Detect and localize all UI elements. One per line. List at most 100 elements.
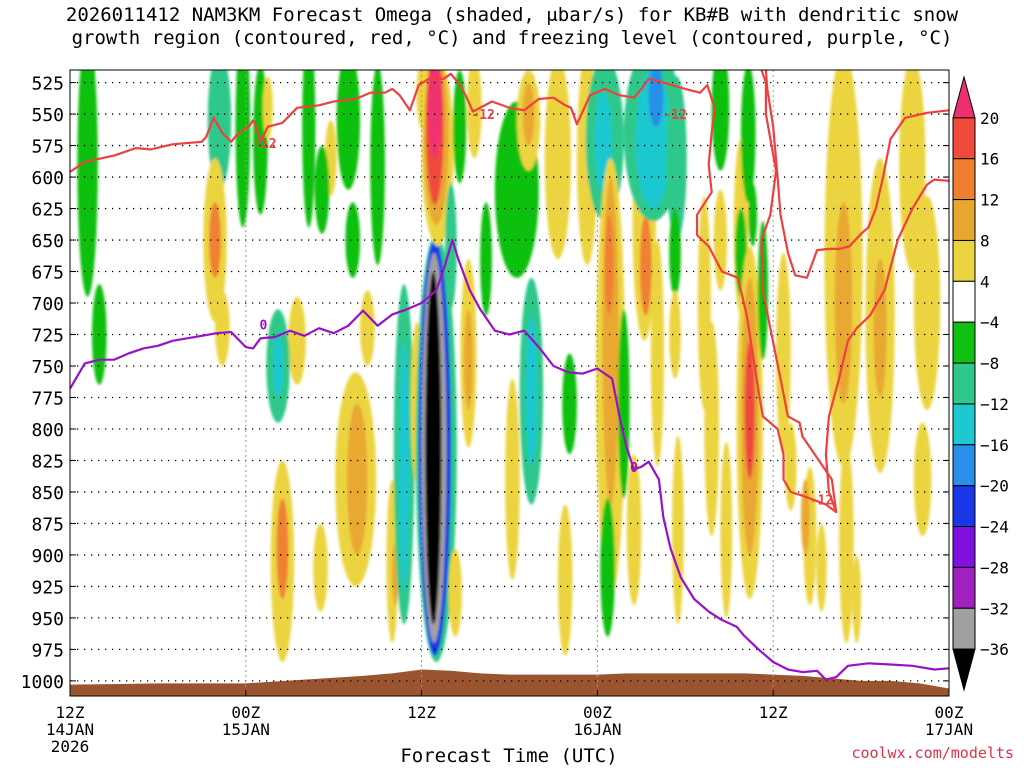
terrain-area <box>70 669 949 696</box>
credit-text: coolwx.com/modelts <box>851 744 1014 762</box>
x-axis-label: Forecast Time (UTC) <box>400 745 617 767</box>
y-tick-label-625: 625 <box>31 200 64 221</box>
y-tick-label-700: 700 <box>31 294 64 315</box>
colorbar-swatch-13 <box>952 607 976 650</box>
colorbar-label-1: 16 <box>980 150 999 169</box>
x-tick-label-48-0: 12Z <box>759 703 788 722</box>
x-tick-label-12-1: 15JAN <box>222 720 270 739</box>
y-tick-label-550: 550 <box>31 105 64 126</box>
omega-cell-75 <box>711 70 730 171</box>
colorbar-swatch-8 <box>952 403 976 446</box>
omega-cell-51 <box>544 70 572 259</box>
x-tick-label-60-1: 17JAN <box>925 720 973 739</box>
omega-cell-98 <box>913 195 941 411</box>
omega-cell-68 <box>650 240 665 467</box>
colorbar-swatch-3 <box>952 199 976 241</box>
omega-cell-52 <box>562 353 577 455</box>
colorbar-swatch-10 <box>952 485 976 528</box>
omega-cell-22 <box>360 290 375 366</box>
omega-cell-41 <box>467 70 482 159</box>
omega-cell-11 <box>276 498 289 600</box>
omega-cell-92 <box>834 202 853 404</box>
dendritic-contour-0 <box>70 70 838 514</box>
omega-cell-84 <box>748 183 758 247</box>
omega-cell-64 <box>639 214 652 316</box>
colorbar-swatch-11 <box>952 526 976 568</box>
colorbar-swatch-2 <box>952 158 976 201</box>
omega-cell-19 <box>346 403 368 555</box>
y-tick-label-600: 600 <box>31 168 64 189</box>
omega-cell-60 <box>617 309 630 499</box>
omega-cell-71 <box>669 290 681 379</box>
omega-cell-8 <box>262 76 273 140</box>
colorbar-label-3: 8 <box>980 231 990 250</box>
x-tick-label-36-0: 00Z <box>583 703 612 722</box>
dendritic-contour-1 <box>764 70 949 279</box>
omega-cell-27 <box>398 340 410 593</box>
omega-cell-23 <box>370 70 385 266</box>
colorbar-label-0: 20 <box>980 109 999 128</box>
y-tick-label-775: 775 <box>31 388 64 409</box>
colorbar-swatch-4 <box>952 239 976 282</box>
colorbar-label-6: −8 <box>980 354 999 373</box>
omega-cell-20 <box>336 70 361 190</box>
colorbar-label-7: −12 <box>980 395 1009 414</box>
dendritic-contour-2 <box>824 178 949 513</box>
y-tick-label-525: 525 <box>31 74 64 95</box>
omega-cell-43 <box>453 70 467 184</box>
omega-cell-0 <box>77 70 98 297</box>
y-tick-label-575: 575 <box>31 137 64 158</box>
plot-frame <box>69 69 950 697</box>
colorbar-swatch-12 <box>952 566 976 609</box>
chart-title-line-2: growth region (contoured, red, °C) and f… <box>71 27 953 49</box>
colorbar-swatch-6 <box>952 321 976 364</box>
omega-cell-61 <box>600 498 615 637</box>
dendritic-contour-0-label-0: -12 <box>253 137 276 152</box>
colorbar: 20 16 12 8 4 −4 −8 −12 −16 −20 −24 −28 −32 −36 <box>952 75 1009 692</box>
colorbar-label-5: −4 <box>980 313 999 332</box>
omega-cell-17 <box>314 145 330 234</box>
omega-cell-42 <box>448 548 462 637</box>
omega-cell-21 <box>345 202 361 278</box>
omega-cell-89 <box>801 479 810 555</box>
y-tick-label-850: 850 <box>31 483 64 504</box>
omega-cell-99 <box>913 422 932 537</box>
axes: 525 550 575 600 625 650 675 700 725 750 775 800 825 8… <box>21 74 973 756</box>
x-tick-label-24-0: 12Z <box>407 703 436 722</box>
y-tick-label-950: 950 <box>31 609 64 630</box>
omega-cell-6 <box>215 290 230 366</box>
omega-cell-48 <box>522 82 535 146</box>
omega-cell-1 <box>91 284 107 385</box>
colorbar-swatch-7 <box>952 362 976 405</box>
x-tick-label-0-2: 2026 <box>51 737 90 756</box>
x-tick-label-36-1: 16JAN <box>573 720 621 739</box>
omega-cell-62 <box>626 454 642 606</box>
omega-cell-9 <box>288 296 306 385</box>
omega-cell-96 <box>873 258 887 398</box>
colorbar-swatch-1 <box>952 117 976 160</box>
omega-cell-53 <box>557 504 573 656</box>
omega-cell-90 <box>816 523 827 612</box>
omega-cell-77 <box>720 441 733 618</box>
colorbar-label-12: −32 <box>980 599 1009 618</box>
colorbar-swatch-9 <box>952 444 976 487</box>
omega-cell-86 <box>776 252 791 455</box>
colorbar-label-4: 4 <box>980 272 990 291</box>
x-tick-label-0-0: 12Z <box>56 703 85 722</box>
omega-cell-83 <box>740 70 756 203</box>
omega-cell-13 <box>272 334 284 398</box>
freezing-level-contour <box>70 238 949 681</box>
colorbar-label-13: −36 <box>980 640 1009 659</box>
y-tick-label-925: 925 <box>31 577 64 598</box>
omega-shading <box>77 70 941 662</box>
omega-cell-94 <box>852 554 862 644</box>
omega-cell-33 <box>425 271 442 625</box>
colorbar-label-8: −16 <box>980 436 1009 455</box>
y-tick-label-725: 725 <box>31 326 64 347</box>
y-tick-label-900: 900 <box>31 546 64 567</box>
terrain-fill <box>70 669 949 696</box>
omega-cell-15 <box>313 523 328 612</box>
y-tick-label-650: 650 <box>31 231 64 252</box>
y-tick-label-750: 750 <box>31 357 64 378</box>
